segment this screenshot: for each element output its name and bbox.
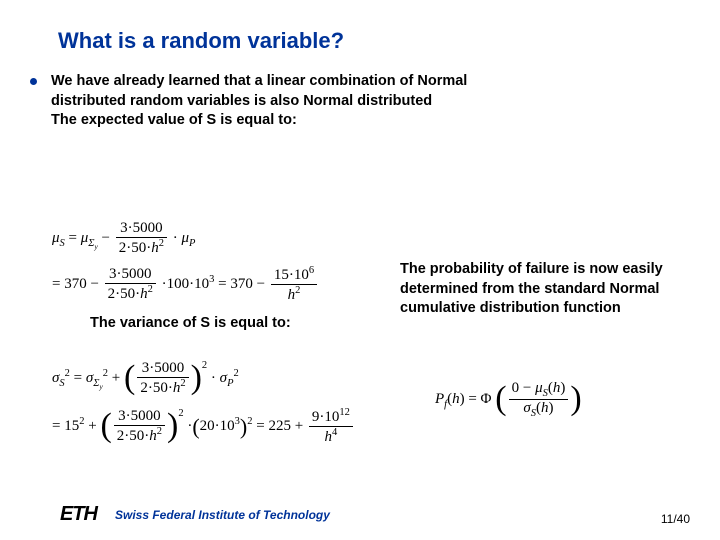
equation-variance: σS2 = σΣy2 + (3·50002·50·h2)2 · σP2 = 15… [52,360,355,446]
variance-pre: The [90,315,120,331]
right-paragraph: The probability of failure is now easily… [400,260,680,319]
expected-pre: The [51,112,81,128]
eth-logo: ETH [60,503,97,526]
equation-mean: μS = μΣy − 3·50002·50·h2 · μP = 370 − 3·… [52,220,319,304]
bullet-line1: We have already learned that a linear co… [51,73,467,89]
variance-label: The variance of S is equal to: [90,315,291,331]
bullet-item: We have already learned that a linear co… [30,72,690,131]
bullet-text: We have already learned that a linear co… [51,72,467,131]
footer-org: Swiss Federal Institute of Technology [115,508,330,522]
slide-title: What is a random variable? [58,28,690,54]
page-number: 11/40 [661,512,690,526]
equation-pf: Pf(h) = Φ (0 − μS(h)σS(h)) [435,380,582,419]
variance-post: of S is equal to: [179,315,291,331]
footer: ETH Swiss Federal Institute of Technolog… [0,503,720,526]
bullet-line2: distributed random variables is also Nor… [51,93,432,109]
variance-bold: variance [120,315,179,331]
expected-post: of S is equal to: [185,112,297,128]
bullet-dot-icon [30,78,37,85]
expected-bold: expected value [81,112,185,128]
